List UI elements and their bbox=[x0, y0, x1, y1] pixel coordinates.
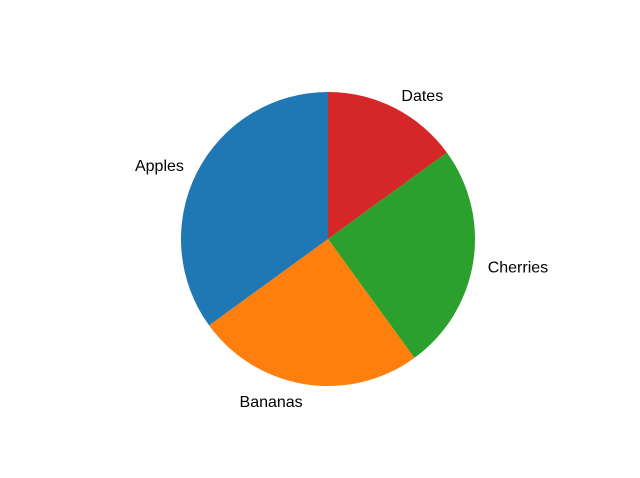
svg-text:Dates: Dates bbox=[401, 88, 443, 105]
svg-text:Bananas: Bananas bbox=[240, 394, 303, 411]
svg-text:Cherries: Cherries bbox=[488, 259, 548, 276]
svg-text:Apples: Apples bbox=[135, 158, 184, 175]
